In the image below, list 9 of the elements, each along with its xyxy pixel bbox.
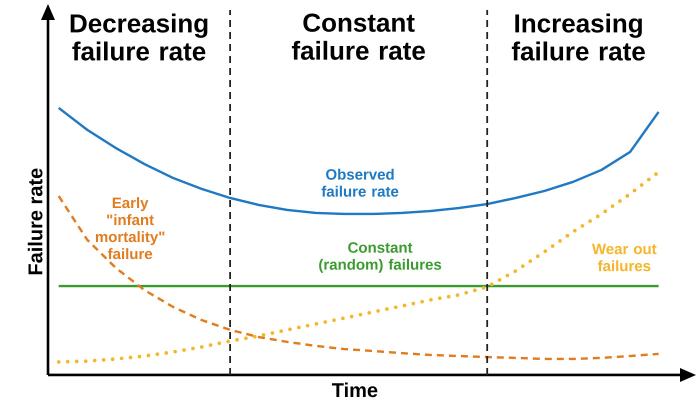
text: Increasing failure rate: [512, 14, 645, 61]
series-label: Constant (random) failures: [319, 242, 442, 273]
text: Constant failure rate: [292, 14, 425, 60]
series-label: Early "infant mortality" failure: [96, 197, 164, 260]
x-axis-title: Time: [332, 382, 378, 398]
text: Decreasing failure rate: [70, 14, 208, 61]
y-axis-title: Failure rate: [28, 168, 42, 274]
series-label: Observed failure rate: [322, 168, 398, 197]
series-label: Wear out failures: [592, 244, 656, 272]
